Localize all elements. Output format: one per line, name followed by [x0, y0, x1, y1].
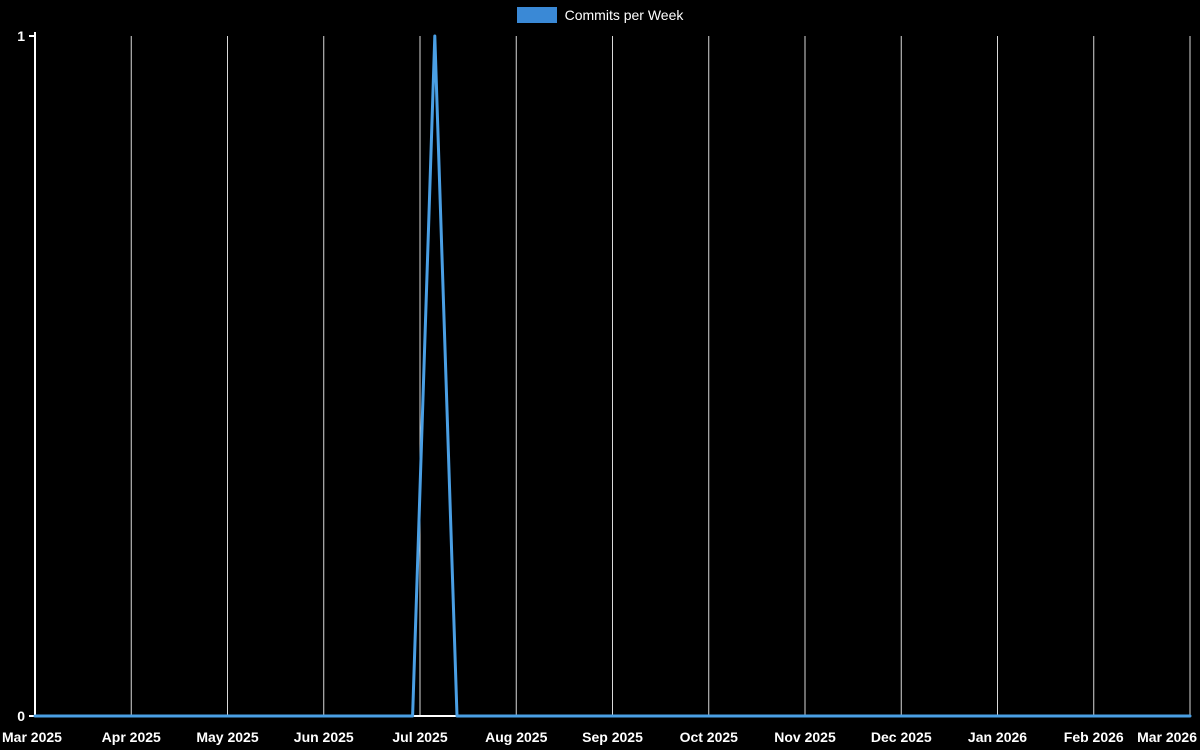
x-tick-label: Mar 2026: [1137, 729, 1197, 745]
y-tick-label: 1: [17, 28, 25, 44]
x-tick-label: Jun 2025: [294, 729, 354, 745]
x-tick-label: Dec 2025: [871, 729, 932, 745]
chart-legend[interactable]: Commits per Week: [0, 7, 1200, 23]
legend-swatch: [516, 7, 557, 23]
x-tick-label: Jul 2025: [392, 729, 447, 745]
x-tick-label: Jan 2026: [968, 729, 1027, 745]
x-tick-label: Oct 2025: [680, 729, 739, 745]
x-tick-label: Nov 2025: [774, 729, 836, 745]
x-tick-label: Apr 2025: [102, 729, 161, 745]
y-tick-label: 0: [17, 708, 25, 724]
x-tick-label: Feb 2026: [1064, 729, 1124, 745]
legend-label: Commits per Week: [564, 7, 684, 23]
x-tick-label: May 2025: [196, 729, 258, 745]
x-tick-label: Aug 2025: [485, 729, 547, 745]
x-tick-label: Mar 2025: [2, 729, 62, 745]
x-tick-label: Sep 2025: [582, 729, 643, 745]
commits-line: [33, 34, 1192, 718]
